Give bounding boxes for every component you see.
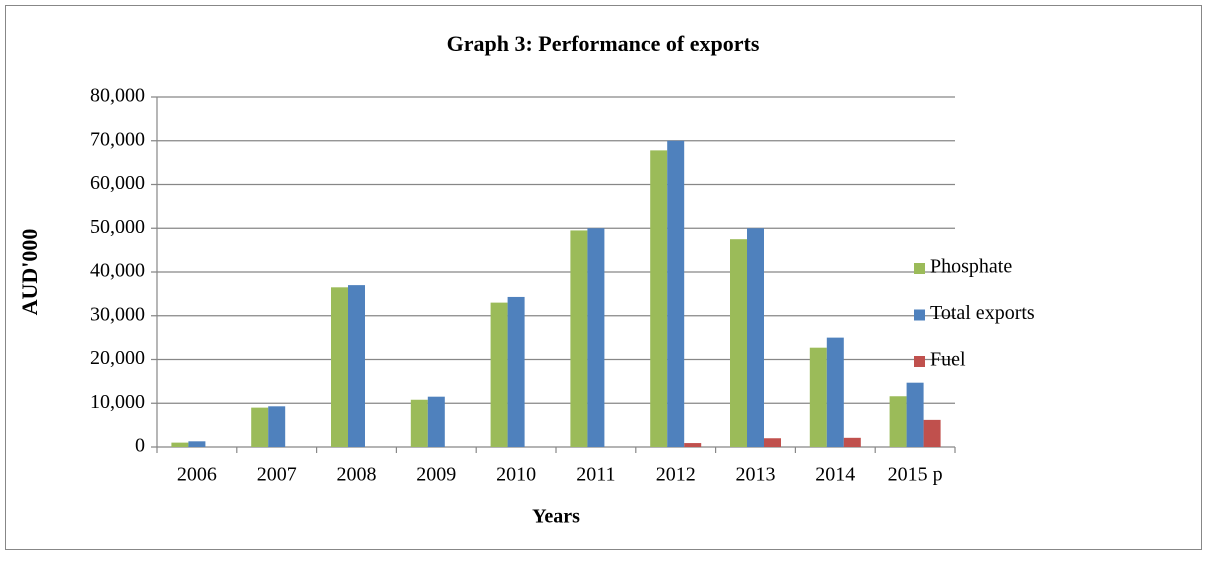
y-tick-label: 80,000 — [90, 85, 145, 107]
bar — [268, 406, 286, 447]
bar — [906, 382, 924, 447]
bar — [684, 443, 702, 447]
x-tick-label: 2015 p — [888, 464, 943, 486]
legend-label: Phosphate — [930, 256, 1012, 278]
bar — [809, 347, 827, 447]
x-tick-label: 2009 — [416, 464, 456, 486]
y-tick-label: 30,000 — [90, 303, 145, 325]
x-tick-label: 2014 — [815, 464, 855, 486]
legend-label: Fuel — [930, 349, 966, 371]
bar — [587, 228, 605, 447]
bar — [570, 230, 588, 447]
y-tick-label: 20,000 — [90, 347, 145, 369]
x-tick-label: 2012 — [656, 464, 696, 486]
bar — [764, 438, 781, 447]
bar — [507, 296, 525, 447]
bar — [427, 396, 445, 447]
bar — [923, 419, 941, 447]
bar — [843, 437, 861, 447]
bar — [747, 228, 764, 447]
x-tick-label: 2007 — [257, 464, 297, 486]
chart-title: Graph 3: Performance of exports — [447, 31, 760, 56]
bar — [251, 407, 269, 447]
x-tick-label: 2006 — [177, 464, 217, 486]
bar — [331, 287, 348, 447]
bar — [348, 285, 365, 447]
y-tick-label: 70,000 — [90, 128, 145, 150]
y-axis-label: AUD'000 — [17, 229, 42, 316]
x-tick-label: 2011 — [576, 464, 615, 486]
bar — [889, 396, 907, 447]
y-tick-label: 10,000 — [90, 391, 145, 413]
x-axis-label: Years — [532, 506, 580, 528]
x-tick-label: 2013 — [736, 464, 776, 486]
y-tick-label: 0 — [135, 435, 145, 457]
bar — [667, 140, 685, 447]
bar — [490, 302, 508, 447]
legend-swatch — [914, 356, 925, 367]
y-tick-label: 40,000 — [90, 260, 145, 282]
bar — [730, 239, 747, 447]
x-tick-label: 2010 — [496, 464, 536, 486]
bar — [410, 399, 428, 447]
y-tick-label: 60,000 — [90, 172, 145, 194]
bar — [171, 442, 189, 447]
bar — [826, 337, 844, 447]
x-tick-label: 2008 — [337, 464, 377, 486]
legend-swatch — [914, 263, 925, 274]
bar — [188, 441, 206, 447]
y-tick-label: 50,000 — [90, 216, 145, 238]
bar — [650, 150, 668, 447]
legend-label: Total exports — [930, 302, 1035, 324]
legend-swatch — [914, 309, 925, 321]
